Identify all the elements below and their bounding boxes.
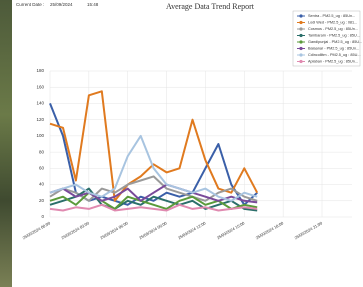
date: 25/09/2024 (50, 2, 73, 7)
x-tick-label: 25/09/2024 03:00 (60, 220, 90, 240)
legend-label: Cosmos - PM2.5_ug : 85Un... (308, 27, 358, 31)
legend-label: Aplaban - PM2.5_ug : 85Un... (308, 60, 358, 64)
date-label: Current Date : (16, 2, 44, 7)
legend-dot (299, 14, 302, 17)
x-tick-label: 25/09/2024 18:00 (255, 220, 285, 240)
screen: Current Date : 25/09/2024 15:48 Average … (0, 0, 363, 287)
chart-title: Average Data Trend Report (166, 2, 255, 11)
y-tick-label: 20 (39, 198, 45, 203)
y-tick-label: 40 (39, 182, 45, 187)
y-tick-label: 100 (36, 133, 44, 138)
legend-dot (299, 27, 302, 30)
x-tick-label: 25/09/2024 00:00 (22, 220, 52, 240)
legend-dot (299, 40, 302, 43)
legend-label: Lodi Wed - PM2.5_ug : 081... (308, 21, 357, 25)
legend-label: Cdincollitm - PM2.5_ug : 85U... (308, 53, 361, 57)
y-tick-label: 180 (36, 68, 44, 73)
y-tick-label: 140 (36, 101, 44, 106)
x-tick-label: 25/09/2024 15:00 (216, 220, 246, 240)
y-tick-label: 120 (36, 117, 44, 122)
legend-label: Gandipunjai - PM2.5_ug : 85U... (308, 40, 362, 44)
legend-box (293, 11, 360, 66)
legend-dot (299, 60, 302, 63)
y-tick-label: 0 (41, 214, 44, 219)
map-strip (0, 0, 12, 287)
x-tick-label: 25/09/2024 09:00 (138, 220, 168, 240)
y-tick-label: 60 (39, 166, 45, 171)
y-tick-label: 160 (36, 84, 44, 89)
x-tick-label: 25/09/2024 21:00 (294, 220, 324, 240)
legend-dot (299, 34, 302, 37)
legend-label: Tambaram - PM2.5_ug : 85U... (308, 34, 360, 38)
y-tick-label: 80 (39, 149, 45, 154)
legend-label: Sentra - PM2.5_ug : 85Un... (308, 14, 355, 18)
time: 15:48 (87, 2, 99, 7)
legend-dot (299, 53, 302, 56)
x-tick-label: 25/09/2024 12:00 (177, 220, 207, 240)
legend-dot (299, 21, 302, 24)
legend-label: Balaanar - PM2.5_ug : 85Un... (308, 47, 359, 51)
legend-dot (299, 47, 302, 50)
x-tick-label: 25/09/2024 06:00 (99, 220, 129, 240)
